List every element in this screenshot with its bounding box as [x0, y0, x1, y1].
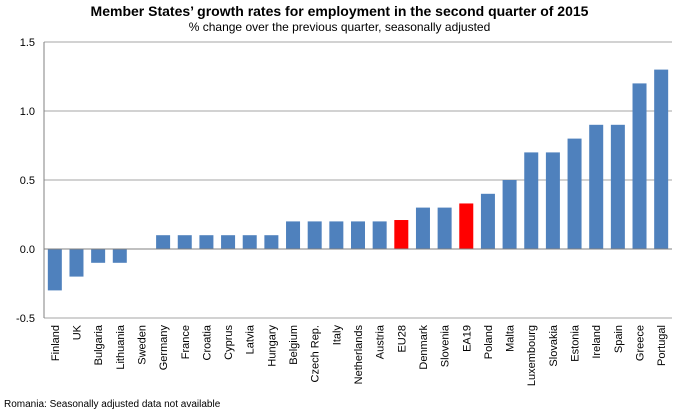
x-tick-label: Lithuania — [115, 324, 127, 370]
bar-slovenia — [437, 207, 452, 249]
x-tick-label: Belgium — [288, 325, 300, 365]
bar-ea19 — [459, 203, 474, 249]
bar-poland — [480, 193, 495, 249]
bar-portugal — [654, 69, 669, 249]
x-tick-label: Estonia — [570, 324, 582, 362]
x-tick-label: Slovakia — [548, 324, 560, 366]
bar-estonia — [567, 138, 582, 249]
x-tick-label: Finland — [50, 325, 62, 361]
x-tick-label: Sweden — [136, 325, 148, 365]
x-tick-label: Greece — [635, 325, 647, 361]
bar-lithuania — [112, 249, 127, 263]
x-tick-label: Malta — [505, 324, 517, 352]
bar-belgium — [286, 221, 301, 249]
x-tick-label: Hungary — [266, 325, 278, 367]
bar-germany — [156, 235, 171, 249]
bar-uk — [69, 249, 84, 277]
bar-slovakia — [545, 152, 560, 249]
x-tick-label: Czech Rep. — [310, 325, 322, 382]
x-tick-label: Bulgaria — [93, 324, 105, 365]
x-tick-label: EA19 — [461, 325, 473, 352]
x-tick-label: Spain — [613, 325, 625, 353]
chart-title: Member States’ growth rates for employme… — [90, 3, 589, 19]
x-tick-label: Cyprus — [223, 325, 235, 360]
x-tick-label: Austria — [375, 324, 387, 359]
bar-eu28 — [394, 220, 409, 249]
x-tick-label: Italy — [331, 325, 343, 346]
bar-croatia — [199, 235, 214, 249]
y-tick-label: 1.5 — [20, 37, 35, 49]
bar-latvia — [242, 235, 257, 249]
bar-italy — [329, 221, 344, 249]
x-tick-label: Ireland — [591, 325, 603, 359]
bar-luxembourg — [524, 152, 539, 249]
x-tick-label: Poland — [483, 325, 495, 359]
y-tick-label: 1.0 — [20, 106, 35, 118]
footnote: Romania: Seasonally adjusted data not av… — [4, 399, 221, 410]
bar-hungary — [264, 235, 279, 249]
x-tick-label: Portugal — [656, 325, 668, 366]
x-tick-label: UK — [71, 324, 83, 340]
bar-cyprus — [221, 235, 236, 249]
bar-malta — [502, 180, 517, 249]
bar-austria — [372, 221, 387, 249]
x-tick-label: Slovenia — [440, 324, 452, 367]
bar-finland — [47, 249, 62, 291]
bar-ireland — [589, 124, 604, 249]
chart-subtitle: % change over the previous quarter, seas… — [188, 20, 491, 34]
y-tick-label: -0.5 — [16, 313, 35, 325]
bar-denmark — [415, 207, 430, 249]
x-tick-label: Netherlands — [353, 325, 365, 385]
y-tick-label: 0.0 — [20, 244, 35, 256]
x-tick-label: France — [180, 325, 192, 359]
bar-spain — [610, 124, 625, 249]
x-tick-label: Croatia — [201, 324, 213, 360]
y-tick-label: 0.5 — [20, 175, 35, 187]
bar-greece — [632, 83, 647, 250]
bar-bulgaria — [91, 249, 106, 263]
x-tick-label: Luxembourg — [526, 325, 538, 386]
x-tick-label: Latvia — [245, 324, 257, 354]
x-tick-label: Germany — [158, 325, 170, 371]
x-tick-label: EU28 — [396, 325, 408, 353]
bar-czech-rep- — [307, 221, 322, 249]
bar-netherlands — [351, 221, 365, 249]
bar-france — [177, 235, 192, 249]
x-tick-label: Denmark — [418, 325, 430, 370]
